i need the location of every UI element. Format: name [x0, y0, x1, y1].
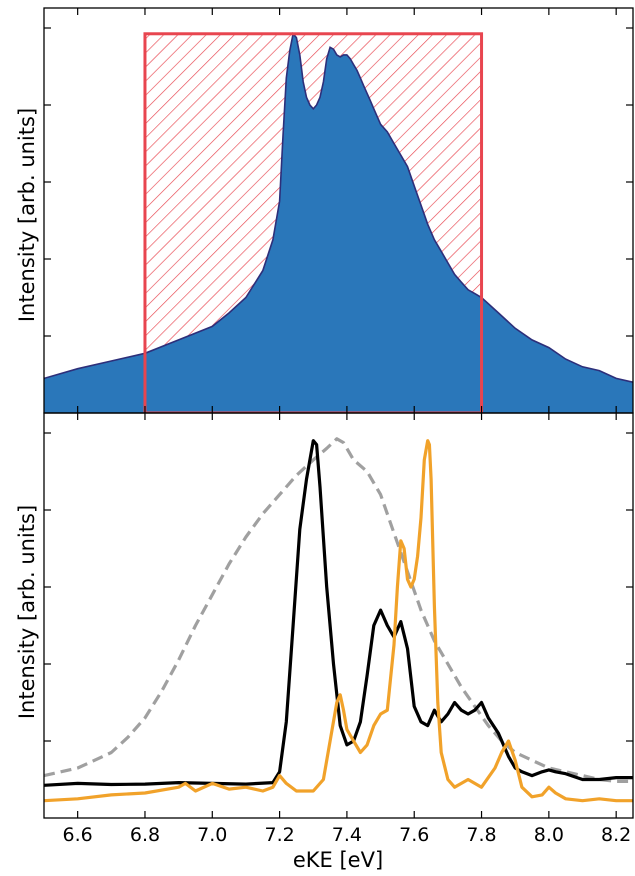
x-tick-label: 7.2: [264, 824, 294, 846]
bottom-panel-frame: [43, 412, 634, 819]
spectrum-outline: [44, 32, 633, 383]
x-tick-label: 6.8: [130, 824, 160, 846]
bottom-axis-ticks: [44, 413, 633, 818]
series-line-1: [44, 439, 633, 803]
x-tick-label: 7.0: [197, 824, 227, 846]
bottom-plot-area: [44, 437, 633, 803]
series-line-2: [44, 437, 633, 783]
x-tick-label: 6.6: [63, 824, 93, 846]
top-y-axis-label: Intensity [arb. units]: [15, 108, 39, 322]
bottom-y-axis-label: Intensity [arb. units]: [15, 505, 39, 719]
bottom-panel: Intensity [arb. units] 6.6 6.8 7.0 7.2 7.4 7.…: [15, 412, 634, 872]
x-tick-label: 7.8: [466, 824, 496, 846]
x-tick-label: 8.2: [601, 824, 631, 846]
x-tick-labels: 6.6 6.8 7.0 7.2 7.4 7.6 7.8 8.0 8.2: [63, 824, 632, 846]
top-panel: Intensity [arb. units]: [15, 7, 634, 414]
series-line-0: [44, 439, 633, 787]
x-tick-label: 7.6: [399, 824, 429, 846]
spectrum-area: [44, 33, 633, 413]
x-tick-label: 7.4: [332, 824, 362, 846]
x-axis-label: eKE [eV]: [293, 848, 383, 872]
top-axis-ticks: [44, 8, 633, 413]
x-tick-label: 8.0: [534, 824, 564, 846]
window-border: [143, 32, 484, 413]
top-plot-area: [44, 32, 633, 413]
